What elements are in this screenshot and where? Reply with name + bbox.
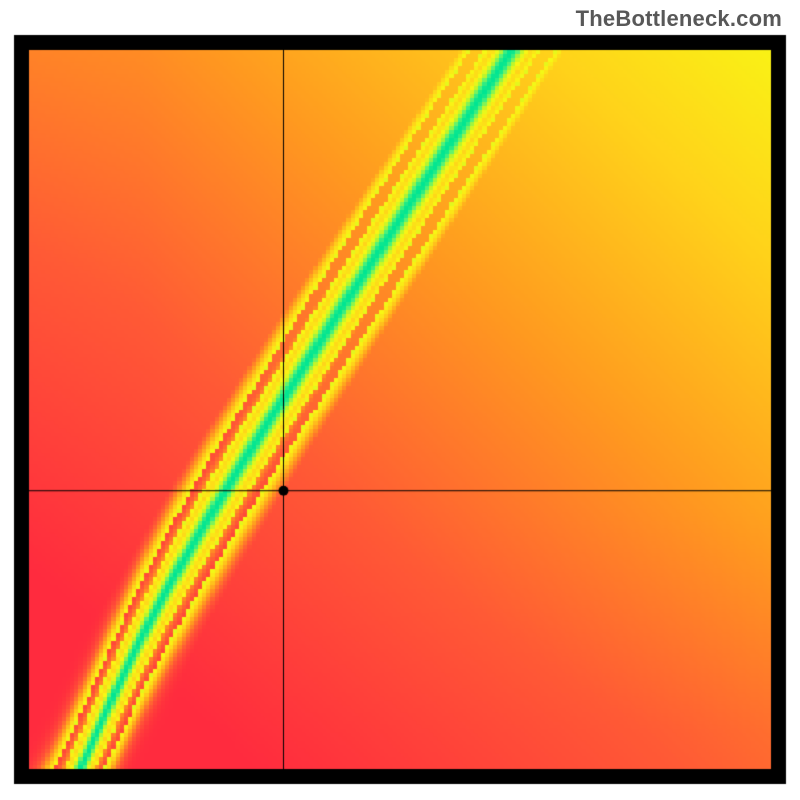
heatmap-canvas	[0, 0, 800, 800]
attribution-label: TheBottleneck.com	[576, 6, 782, 32]
chart-container: TheBottleneck.com	[0, 0, 800, 800]
